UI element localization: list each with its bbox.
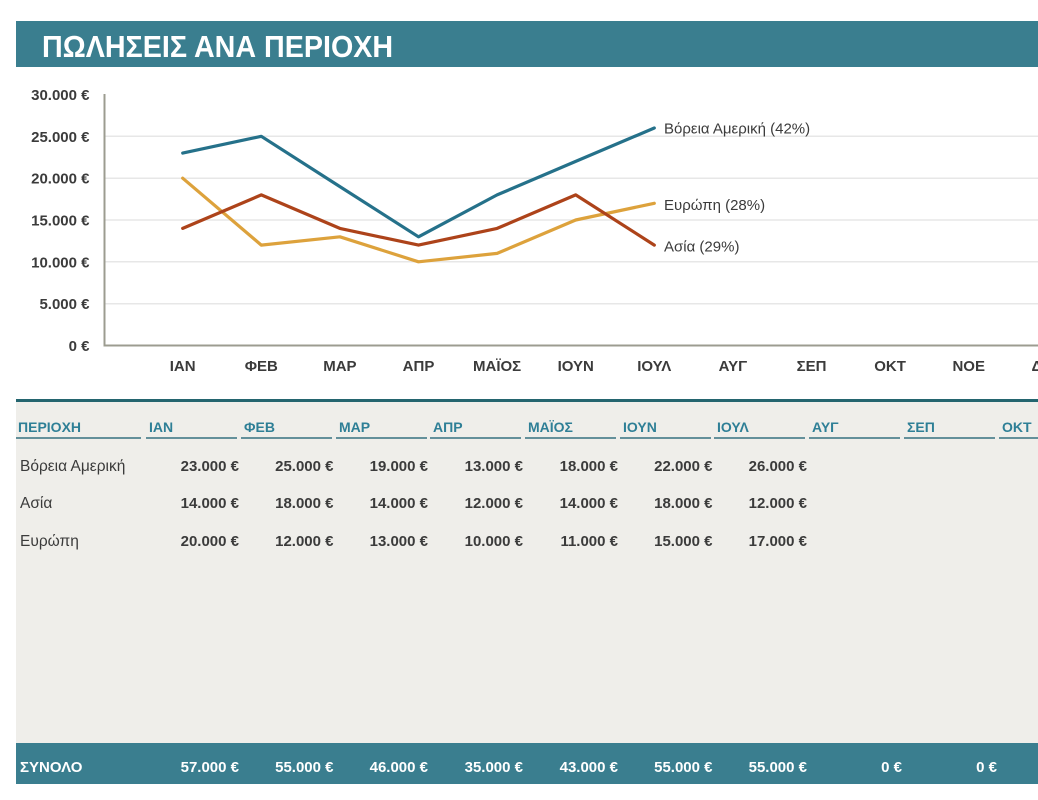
svg-text:30.000 €: 30.000 € — [31, 87, 90, 104]
svg-text:ΙΟΥΝ: ΙΟΥΝ — [558, 358, 594, 375]
svg-text:15.000 €: 15.000 € — [31, 213, 90, 230]
svg-text:ΦΕΒ: ΦΕΒ — [245, 358, 278, 375]
svg-text:ΟΚΤ: ΟΚΤ — [874, 358, 906, 375]
svg-text:0 €: 0 € — [69, 338, 91, 355]
svg-text:ΑΥΓ: ΑΥΓ — [719, 358, 748, 375]
svg-text:ΙΟΥΛ: ΙΟΥΛ — [637, 358, 671, 375]
svg-text:ΜΑΡ: ΜΑΡ — [323, 358, 356, 375]
svg-text:ΝΟΕ: ΝΟΕ — [952, 358, 985, 375]
svg-text:5.000 €: 5.000 € — [39, 296, 90, 313]
svg-text:ΣΕΠ: ΣΕΠ — [797, 358, 827, 375]
svg-text:ΑΠΡ: ΑΠΡ — [403, 358, 435, 375]
svg-text:25.000 €: 25.000 € — [31, 129, 90, 146]
svg-text:Ασία (29%): Ασία (29%) — [664, 239, 739, 256]
svg-text:ΙΑΝ: ΙΑΝ — [170, 358, 196, 375]
svg-text:Βόρεια Αμερική (42%): Βόρεια Αμερική (42%) — [664, 121, 810, 138]
svg-text:ΔΕΚ: ΔΕΚ — [1031, 358, 1038, 375]
svg-text:Ευρώπη (28%): Ευρώπη (28%) — [664, 197, 765, 214]
svg-text:10.000 €: 10.000 € — [31, 254, 90, 271]
svg-text:ΜΑΪΟΣ: ΜΑΪΟΣ — [473, 358, 521, 375]
svg-text:20.000 €: 20.000 € — [31, 171, 90, 188]
